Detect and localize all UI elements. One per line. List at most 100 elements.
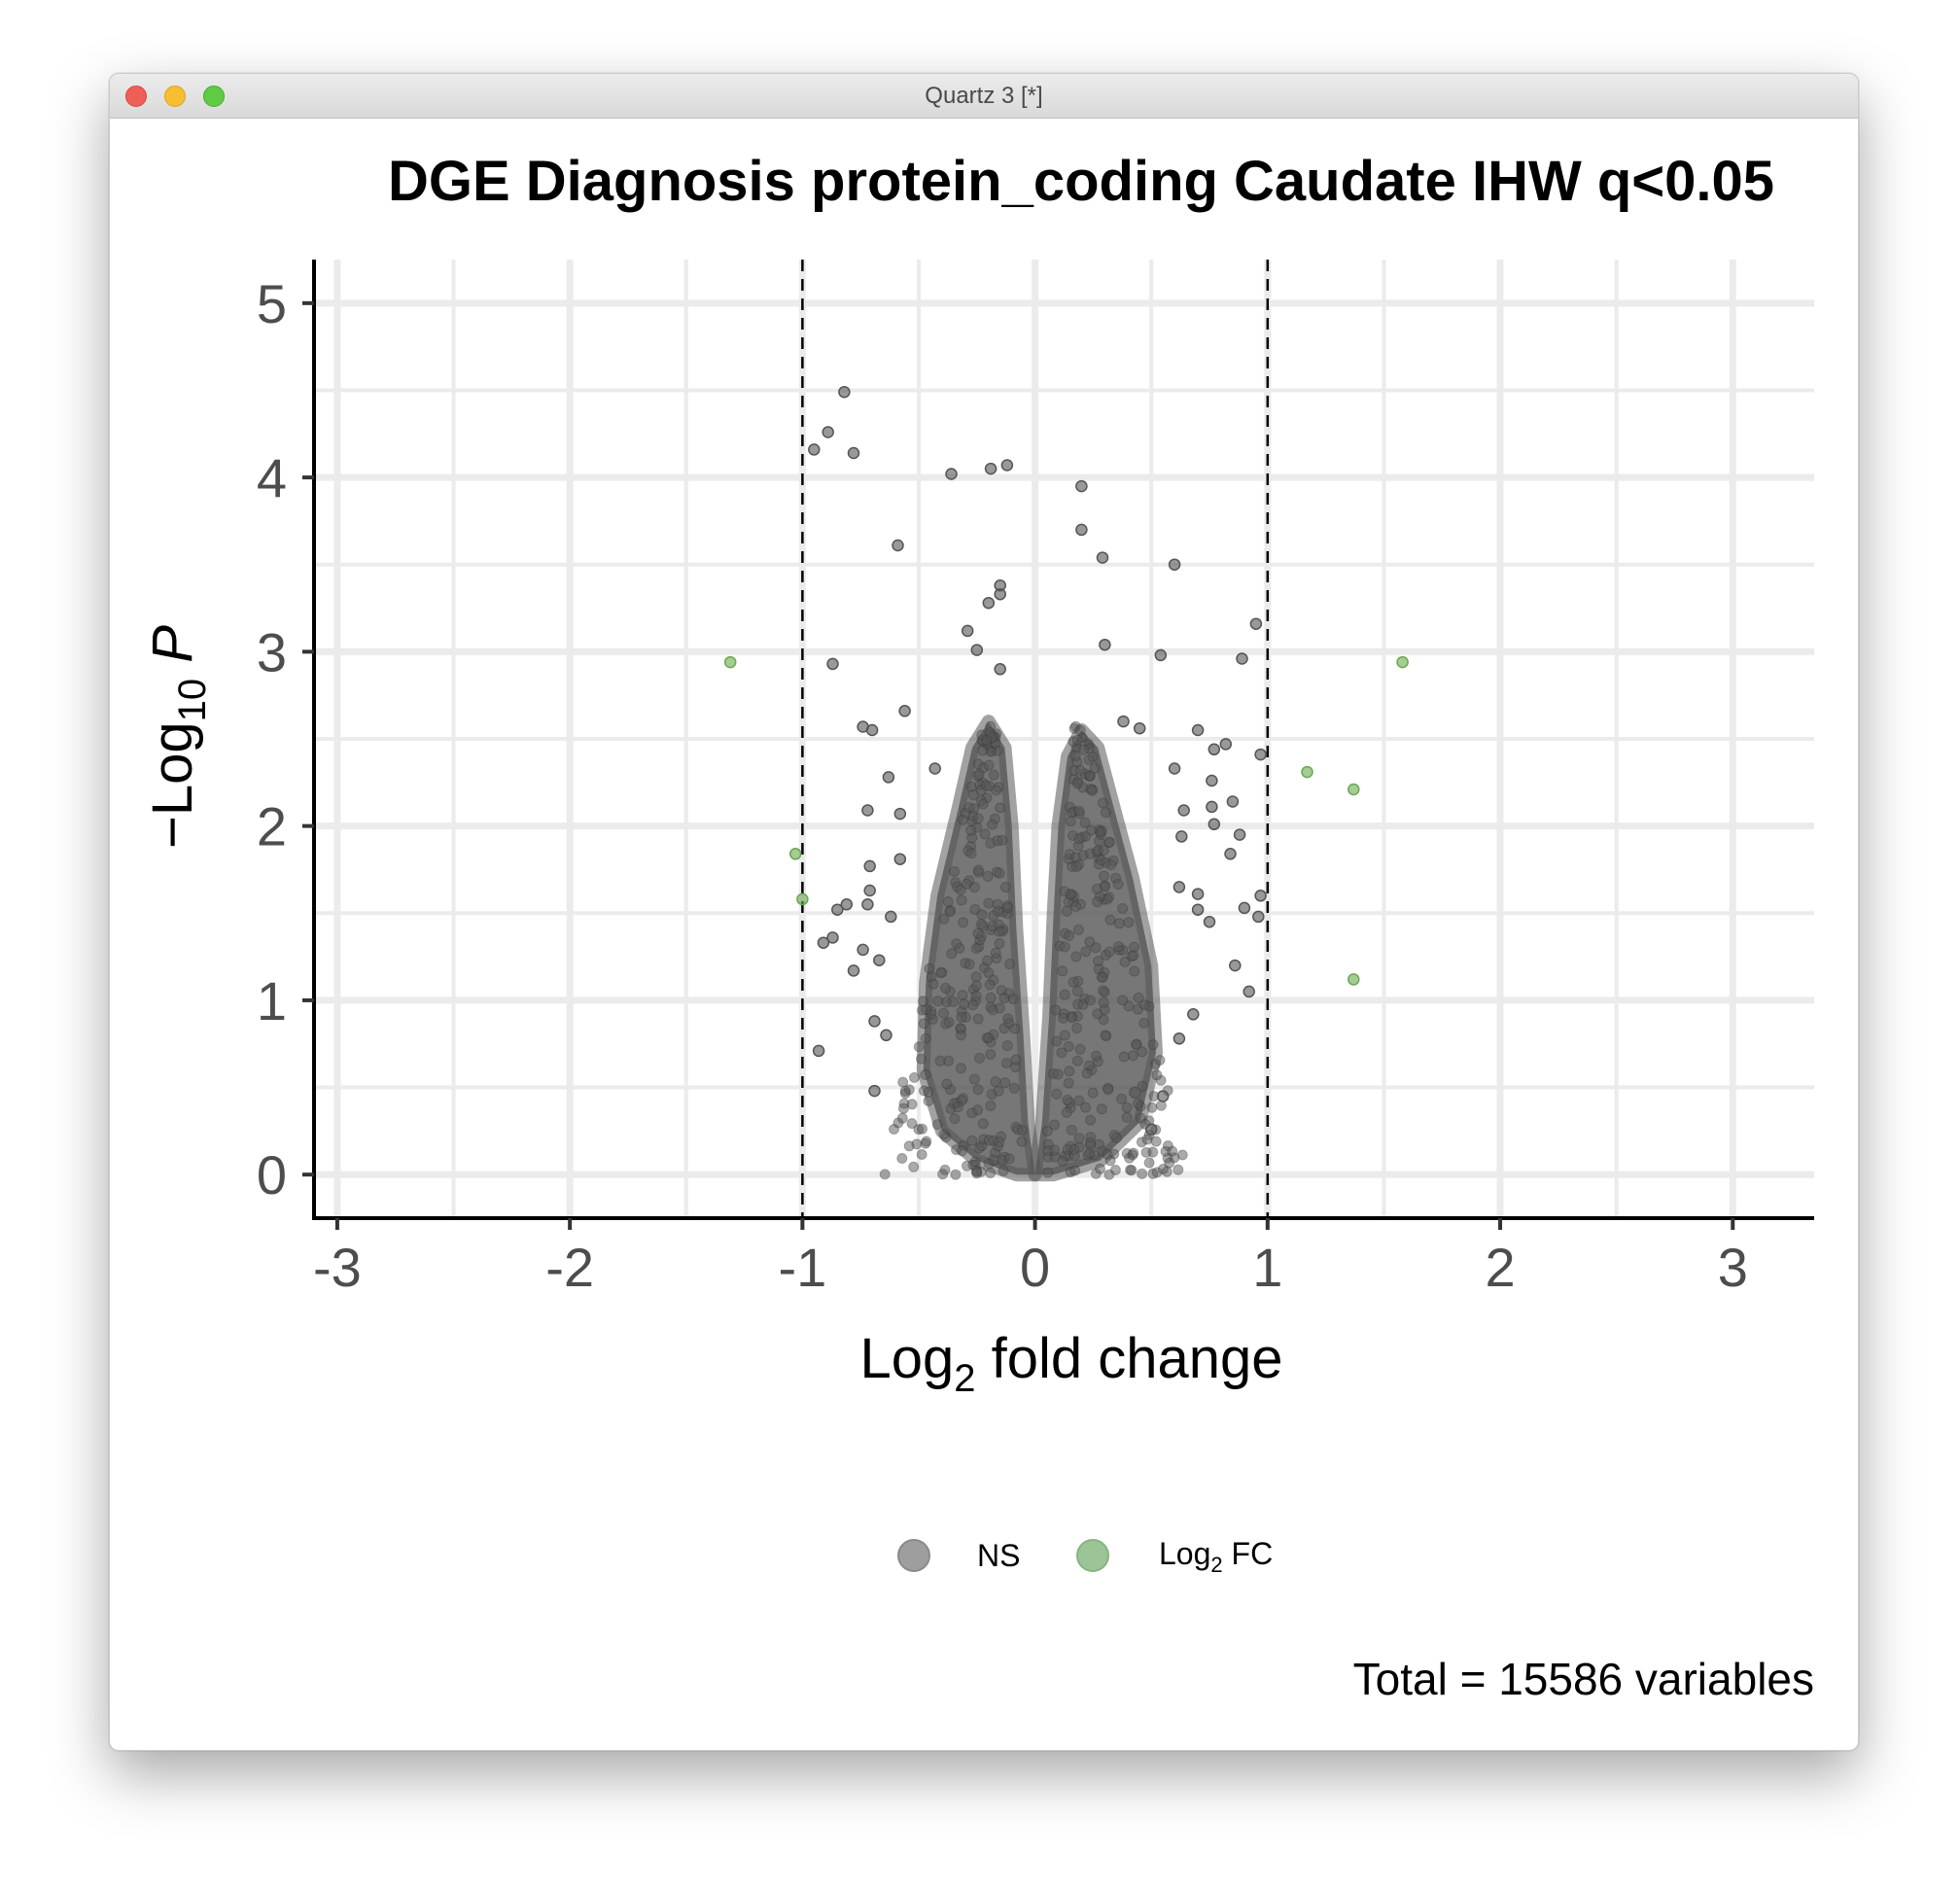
ns-cloud-point [1003, 1153, 1015, 1165]
ns-point [1177, 804, 1190, 817]
y-tick-label: 5 [257, 273, 287, 334]
ns-point [1129, 1086, 1141, 1100]
ns-cloud-point [1086, 824, 1097, 836]
ns-cloud-point [1051, 1035, 1063, 1047]
ns-cloud-point [994, 867, 1005, 879]
ns-cloud-point [1072, 924, 1084, 935]
ns-cloud-point [1066, 1124, 1077, 1136]
ns-cloud-point [957, 1145, 967, 1157]
ns-point [847, 446, 860, 460]
ns-cloud-point [1119, 956, 1131, 967]
ns-point [1233, 828, 1246, 841]
ns-cloud-point [985, 746, 997, 757]
ns-point [817, 936, 830, 949]
ns-point-cloud [879, 715, 1188, 1182]
zoom-window-button[interactable] [203, 86, 225, 107]
ns-cloud-point [976, 909, 988, 921]
ns-point [961, 624, 974, 638]
ns-cloud-point [1129, 965, 1140, 977]
ns-cloud-point [972, 813, 984, 824]
ns-point [822, 426, 834, 438]
ns-point [865, 723, 879, 737]
ns-cloud-point [934, 1055, 946, 1066]
ns-cloud-point [1095, 1163, 1105, 1174]
y-axis-label: −Log10 P [141, 625, 214, 849]
ns-point [863, 859, 876, 873]
ns-cloud-point [947, 996, 959, 1007]
ns-cloud-point [983, 1135, 995, 1146]
ns-cloud-point [1096, 971, 1107, 983]
ns-cloud-point [1004, 959, 1015, 970]
ns-cloud-point [1113, 918, 1125, 929]
ns-point [1254, 748, 1267, 761]
ns-cloud-point [944, 906, 956, 918]
ns-cloud-point [1071, 734, 1083, 746]
ns-cloud-point [928, 978, 939, 990]
total-caption: Total = 15586 variables [1353, 1654, 1814, 1704]
ns-point [1219, 738, 1233, 751]
ns-cloud-point [1057, 965, 1068, 977]
ns-cloud-point [1059, 886, 1070, 897]
ns-cloud-point [1073, 1133, 1085, 1144]
ns-cloud-point [971, 1166, 983, 1177]
ns-point [898, 705, 911, 717]
ns-cloud-point [1172, 1164, 1184, 1175]
ns-point [1229, 959, 1242, 972]
ns-cloud-point [991, 785, 1001, 796]
ns-cloud-point [899, 1085, 911, 1097]
window-titlebar[interactable]: Quartz 3 [*] [110, 74, 1858, 119]
ns-cloud-point [972, 1084, 984, 1096]
ns-cloud-point [1155, 1100, 1167, 1111]
ns-cloud-point [1138, 1018, 1150, 1029]
ns-cloud-point [965, 848, 977, 859]
ns-point [893, 807, 907, 821]
ns-point [861, 898, 874, 911]
ns-cloud-point [972, 1013, 984, 1025]
ns-cloud-point [1062, 1094, 1073, 1105]
window-title: Quartz 3 [*] [925, 83, 1043, 109]
ns-cloud-point [1071, 1023, 1083, 1033]
ns-cloud-point [938, 913, 950, 925]
ns-cloud-point [1073, 1095, 1085, 1106]
close-window-button[interactable] [125, 86, 147, 107]
ns-cloud-point [1110, 1132, 1122, 1143]
ns-cloud-point [994, 938, 1005, 949]
ns-cloud-point [980, 780, 992, 791]
ns-cloud-point [988, 769, 999, 781]
ns-point [1224, 848, 1237, 860]
ns-cloud-point [1077, 998, 1089, 1010]
x-tick-label: 0 [1020, 1237, 1050, 1298]
ns-cloud-point [951, 938, 962, 950]
ns-cloud-point [1057, 1156, 1068, 1167]
ns-cloud-point [1087, 1087, 1099, 1099]
ns-point [1206, 800, 1218, 814]
ns-point [1000, 459, 1014, 472]
ns-cloud-point [1084, 936, 1096, 948]
data-points [723, 385, 1409, 1136]
ns-cloud-point [990, 947, 1001, 959]
minimize-window-button[interactable] [164, 86, 186, 107]
ns-cloud-point [970, 990, 982, 1001]
ns-cloud-point [1008, 1082, 1020, 1094]
ns-cloud-point [897, 1102, 909, 1114]
legend-label-ns: NS [977, 1538, 1020, 1573]
ns-cloud-point [1073, 805, 1085, 817]
ns-cloud-point [1087, 785, 1098, 796]
ns-point [1168, 558, 1181, 571]
ns-cloud-point [1092, 896, 1103, 908]
ns-cloud-point [988, 1154, 999, 1166]
ns-cloud-point [1133, 992, 1144, 1003]
log2fc-point [723, 655, 737, 669]
ns-cloud-point [1127, 1050, 1138, 1062]
ns-cloud-point [1071, 1055, 1083, 1066]
ns-point [1096, 551, 1109, 564]
ns-cloud-point [923, 1096, 934, 1106]
ns-cloud-point [1123, 1000, 1135, 1012]
ns-cloud-point [1070, 901, 1081, 912]
ns-cloud-point [1000, 1058, 1012, 1068]
ns-point [945, 468, 958, 480]
ns-cloud-point [1133, 1098, 1143, 1109]
ns-cloud-point [988, 910, 999, 922]
ns-point [861, 804, 874, 817]
x-tick-label: -2 [545, 1237, 594, 1298]
